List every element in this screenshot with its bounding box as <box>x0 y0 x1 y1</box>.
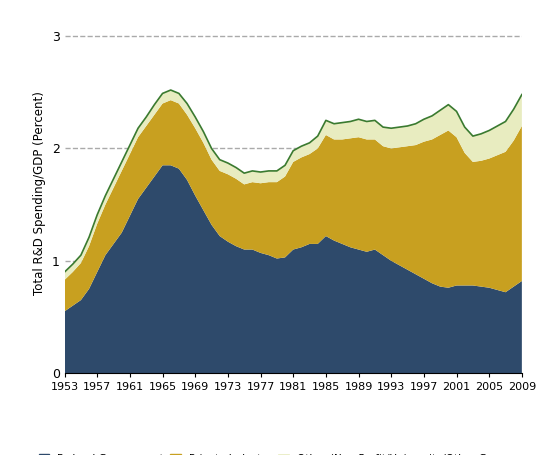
Y-axis label: Total R&D Spending/GDP (Percent): Total R&D Spending/GDP (Percent) <box>33 91 46 295</box>
Legend: Federal Government, Private Industry, Other (Non-Profit/University/Other Governm: Federal Government, Private Industry, Ot… <box>34 450 538 455</box>
